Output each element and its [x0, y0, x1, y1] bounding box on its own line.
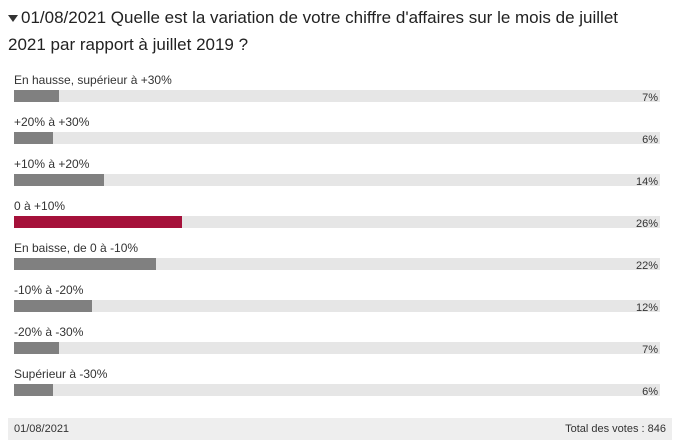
bar-track — [14, 342, 660, 354]
option-label: Supérieur à -30% — [14, 367, 108, 381]
footer-date: 01/08/2021 — [14, 423, 70, 435]
value-label: 22% — [635, 260, 658, 272]
value-label: 6% — [642, 134, 658, 146]
footer-total: Total des votes : 846 — [565, 423, 666, 435]
option-label: -10% à -20% — [14, 283, 84, 297]
bar — [14, 384, 53, 396]
bar-track — [14, 216, 660, 228]
bar — [14, 174, 105, 186]
bar-track — [14, 300, 660, 312]
poll-title: 01/08/2021 Quelle est la variation de vo… — [8, 4, 658, 58]
value-label: 14% — [635, 176, 658, 188]
value-label: 7% — [642, 344, 658, 356]
value-label: 26% — [635, 218, 658, 230]
value-label: 7% — [642, 92, 658, 104]
bar — [14, 258, 157, 270]
bar-track — [14, 132, 660, 144]
option-label: En baisse, de 0 à -10% — [14, 241, 139, 255]
option-label: +10% à +20% — [14, 157, 90, 171]
bar-track — [14, 174, 660, 186]
footer: 01/08/2021 Total des votes : 846 — [8, 418, 672, 440]
bar-track — [14, 258, 660, 270]
collapse-icon[interactable] — [8, 15, 18, 23]
option-label: 0 à +10% — [14, 199, 66, 213]
bar — [14, 300, 92, 312]
value-label: 12% — [635, 302, 658, 314]
title-text: 01/08/2021 Quelle est la variation de vo… — [8, 8, 619, 54]
option-label: -20% à -30% — [14, 325, 84, 339]
bar — [14, 342, 60, 354]
bar — [14, 132, 53, 144]
bar-track — [14, 90, 660, 102]
value-label: 6% — [642, 386, 658, 398]
bar — [14, 216, 182, 228]
option-label: +20% à +30% — [14, 115, 90, 129]
bar-track — [14, 384, 660, 396]
bar — [14, 90, 60, 102]
option-label: En hausse, supérieur à +30% — [14, 73, 172, 87]
